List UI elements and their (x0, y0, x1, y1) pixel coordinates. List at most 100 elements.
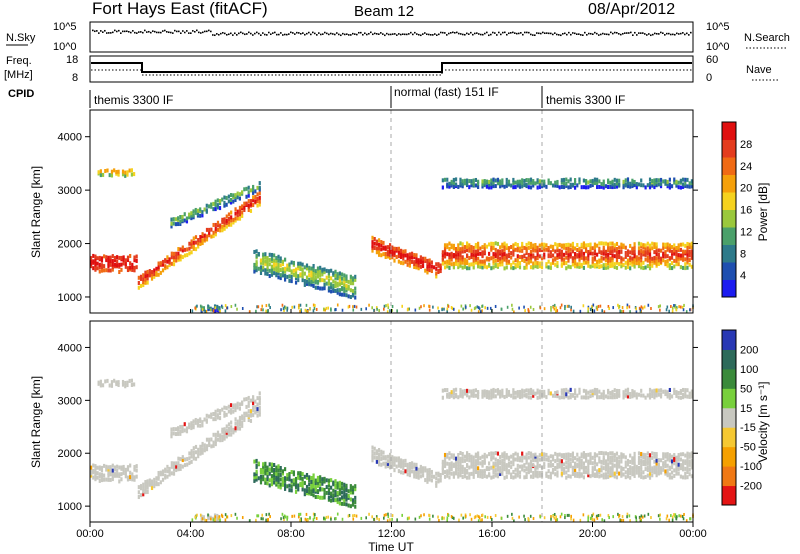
velocity-cell (556, 458, 559, 463)
power-speckle (559, 306, 562, 310)
power-cell (582, 251, 586, 256)
sky-count-dot (148, 30, 150, 33)
power-cell (164, 258, 167, 263)
power-cell (249, 188, 253, 193)
velocity-cell (505, 394, 508, 399)
velocity-cell (243, 411, 246, 416)
velocity-cell (490, 455, 493, 460)
power-cell (397, 250, 400, 255)
velocity-cell (585, 453, 588, 458)
power-cell (406, 258, 409, 263)
power-cell (421, 256, 425, 261)
power-cell (203, 233, 206, 238)
power-speckle (396, 309, 398, 313)
velocity-cell (227, 404, 230, 409)
power-cell (631, 184, 634, 189)
power-speckle (305, 309, 308, 313)
sky-count-dot (154, 30, 156, 33)
velocity-cell (279, 472, 282, 477)
velocity-cell (340, 490, 344, 495)
power-cell (415, 257, 418, 262)
power-cell (536, 256, 539, 261)
power-cell (181, 245, 184, 250)
power-cell (547, 248, 550, 253)
velocity-cell (252, 401, 255, 406)
velocity-cell (210, 412, 213, 417)
sky-count-dot (146, 31, 148, 33)
velocity-cell (635, 395, 638, 400)
power-cell (677, 180, 680, 185)
velocity-cell (426, 479, 429, 484)
power-cell (232, 217, 235, 222)
velocity-cell (576, 393, 579, 398)
power-cell (571, 241, 574, 246)
velocity-cell (609, 466, 612, 471)
velocity-cell (459, 391, 462, 396)
velocity-cell (657, 467, 660, 472)
power-cell (629, 243, 632, 248)
power-cell (227, 199, 230, 204)
power-cell (373, 245, 376, 250)
power-cell (459, 241, 462, 246)
velocity-cell (648, 392, 652, 397)
power-cell (640, 251, 643, 256)
velocity-cell (395, 456, 398, 461)
sky-count-dot (176, 30, 178, 33)
velocity-cell (202, 515, 205, 520)
velocity-cell (340, 501, 344, 506)
velocity-cell (415, 469, 418, 474)
power-cell (270, 256, 274, 261)
velocity-speckle (489, 515, 492, 519)
power-cell (483, 183, 486, 188)
power-cell (428, 258, 431, 263)
velocity-speckle (360, 516, 363, 520)
power-cell (527, 256, 530, 261)
velocity-cell (681, 395, 685, 400)
power-cell (288, 267, 291, 272)
power-speckle (640, 305, 643, 309)
velocity-cell (454, 465, 458, 470)
velocity-speckle (391, 517, 393, 521)
velocity-cell (270, 474, 274, 479)
power-cell (512, 243, 515, 248)
velocity-cell (380, 452, 383, 457)
velocity-cell (516, 467, 519, 472)
power-cell (558, 251, 561, 256)
power-cell (587, 253, 590, 258)
power-speckle (312, 303, 315, 307)
power-speckle (523, 305, 525, 309)
power-cell (190, 239, 193, 244)
sky-count-dot (264, 33, 266, 36)
sky-count-dot (560, 34, 562, 37)
power-cell (170, 251, 173, 256)
velocity-cell (290, 488, 293, 493)
sky-count-dot (488, 34, 490, 37)
velocity-cell (448, 394, 451, 399)
power-cell (221, 224, 224, 229)
power-speckle (204, 309, 207, 313)
velocity-cell (236, 405, 239, 410)
power-cell (543, 252, 546, 257)
velocity-cell (303, 481, 306, 486)
power-cell (252, 195, 255, 200)
power-cell (319, 269, 322, 274)
power-cell (345, 279, 348, 284)
velocity-cell (624, 392, 627, 397)
power-speckle (620, 309, 623, 313)
velocity-cell (399, 470, 403, 475)
velocity-speckle (666, 514, 669, 518)
power-cell (560, 178, 563, 183)
sky-count-dot (548, 32, 550, 35)
power-cell (323, 267, 326, 272)
velocity-cell (549, 391, 552, 396)
velocity-cell (205, 444, 209, 449)
power-cell (470, 262, 473, 267)
power-cell (593, 263, 597, 268)
velocity-speckle (550, 515, 552, 519)
power-cell (107, 257, 110, 262)
velocity-cell (247, 403, 250, 408)
velocity-cell (255, 474, 258, 479)
power-cell (518, 246, 522, 251)
velocity-cell (126, 475, 130, 480)
power-cell (637, 246, 641, 251)
